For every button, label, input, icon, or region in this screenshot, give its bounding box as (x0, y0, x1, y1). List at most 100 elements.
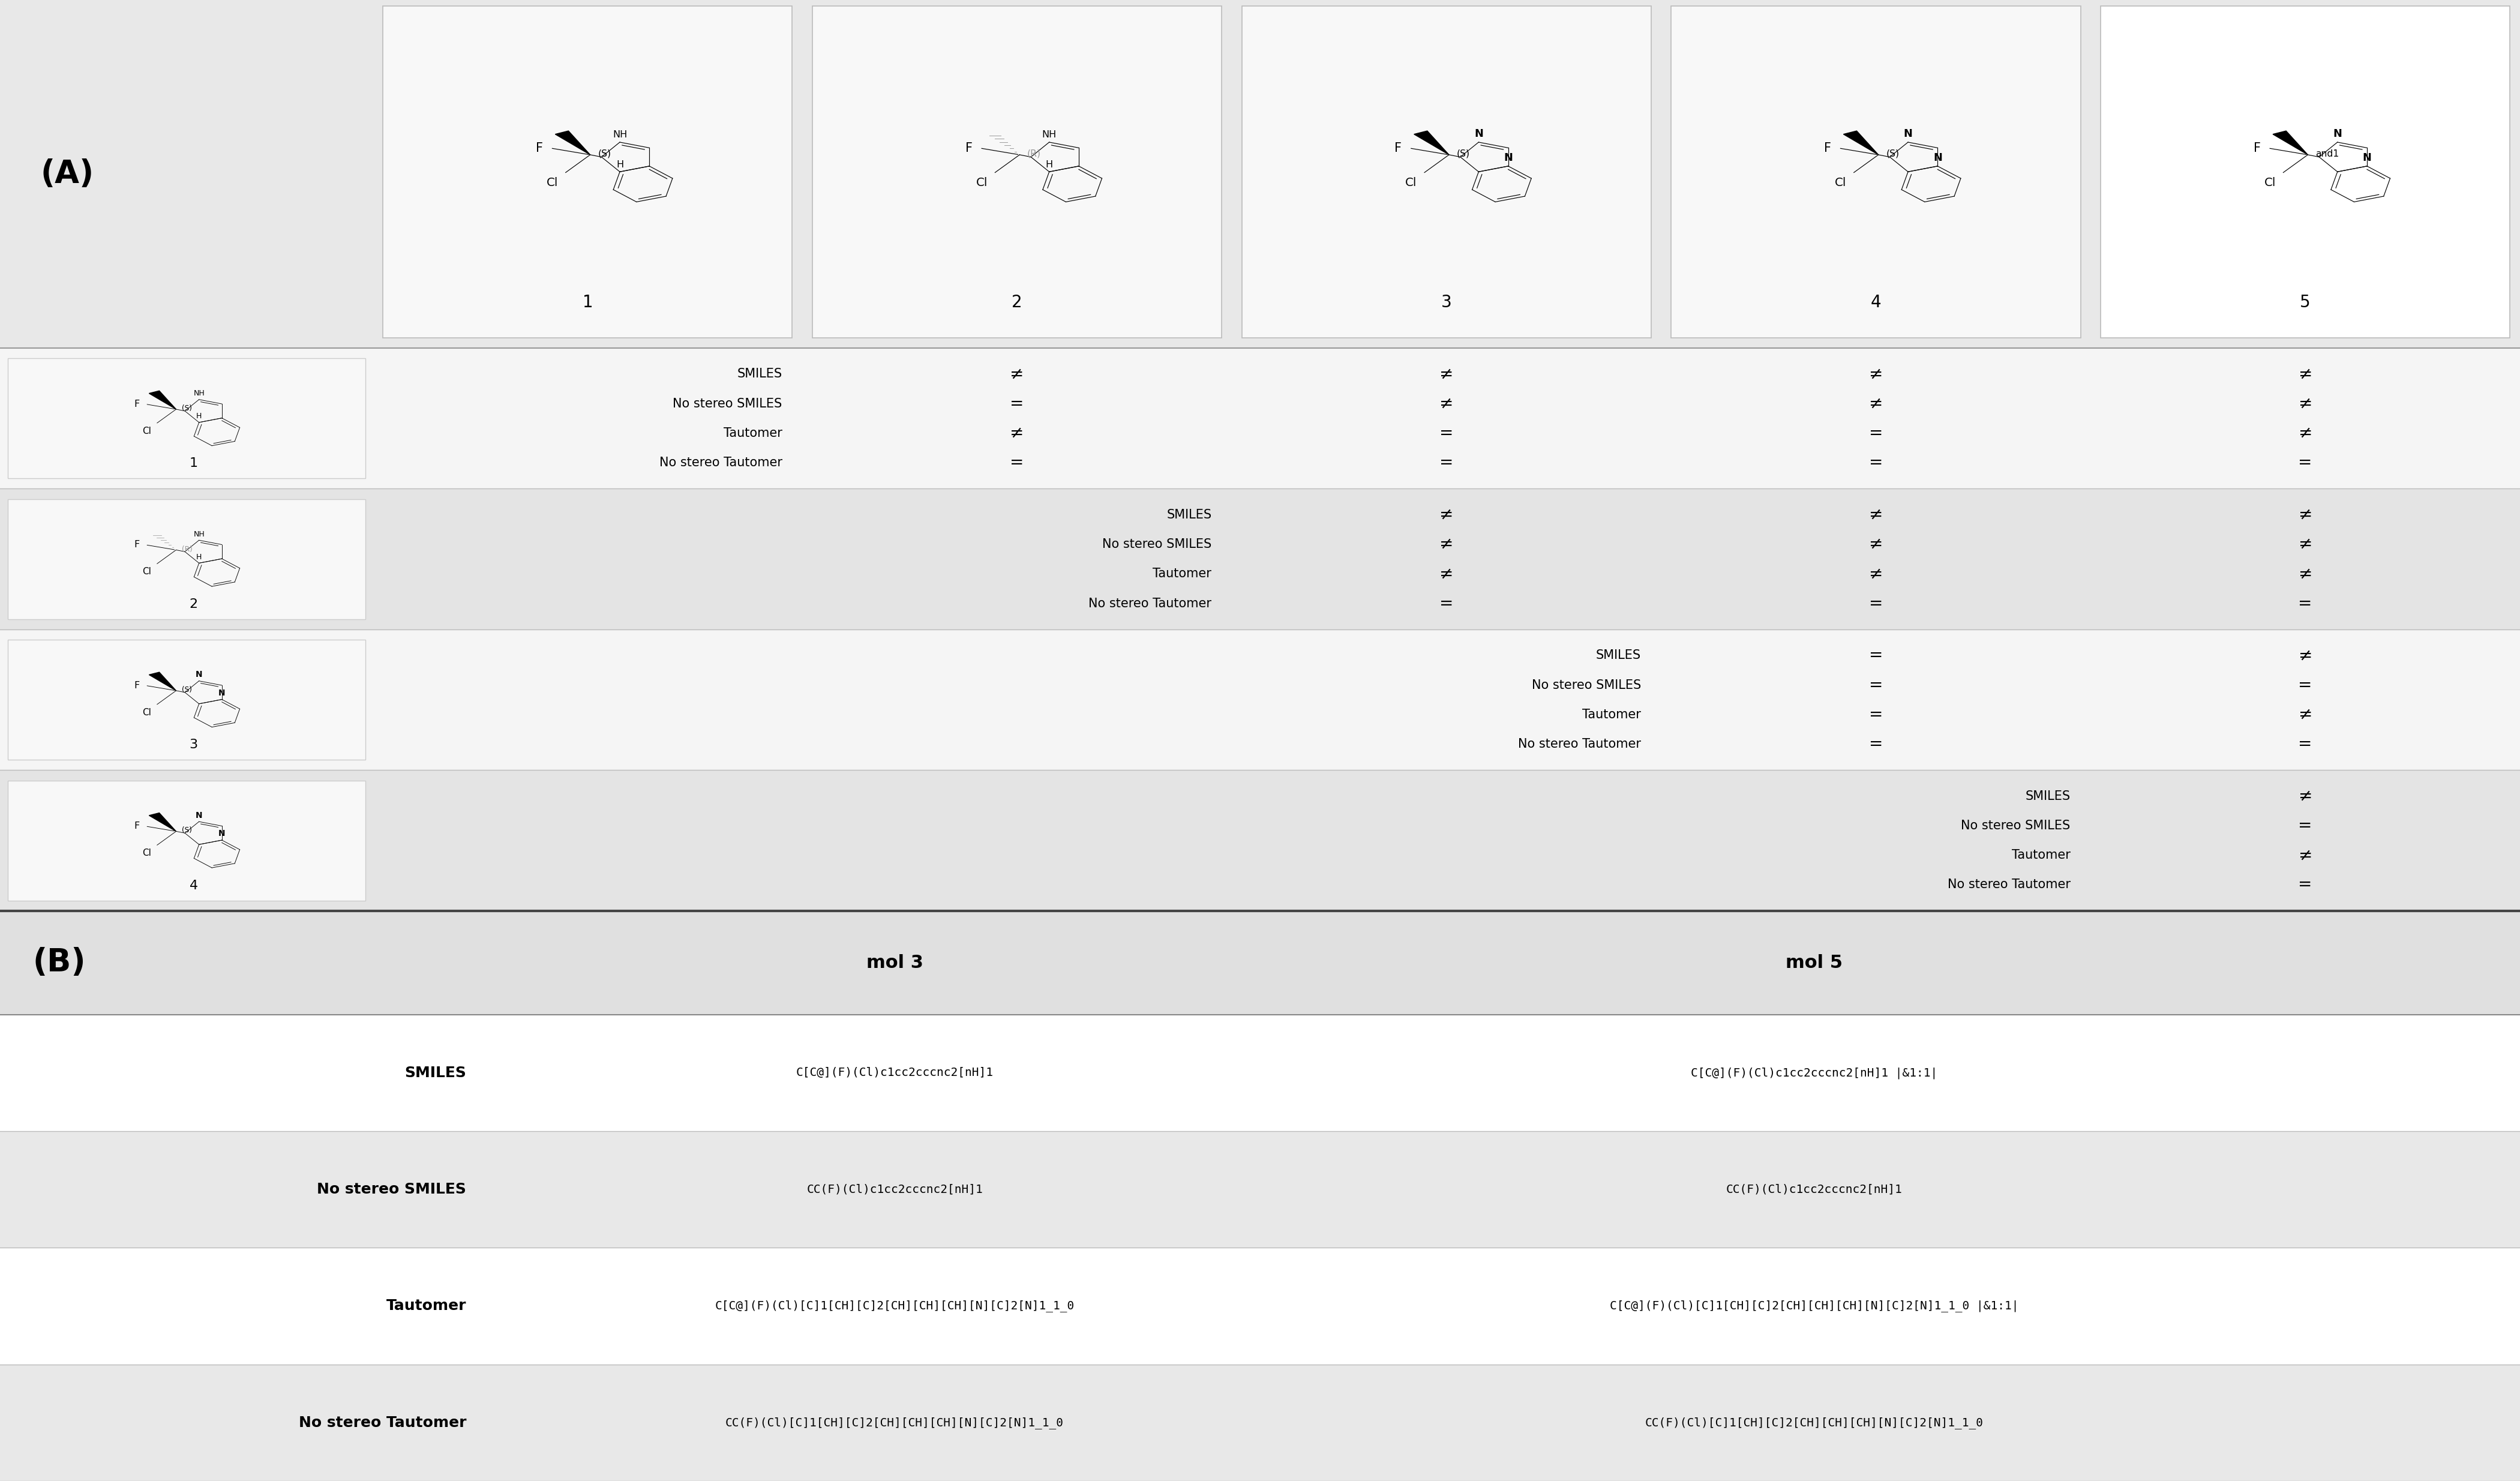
Polygon shape (149, 391, 176, 409)
Text: 2: 2 (1013, 295, 1023, 311)
Text: ≠: ≠ (2298, 536, 2313, 552)
Text: ≠: ≠ (1870, 507, 1882, 523)
Text: SMILES: SMILES (1167, 509, 1212, 521)
Text: =: = (2298, 877, 2313, 893)
Text: (S): (S) (181, 826, 192, 834)
Text: H: H (197, 554, 202, 561)
Bar (0, 1247, 2520, 1364)
Bar (0, 348, 2520, 489)
Polygon shape (554, 130, 590, 156)
Bar (2102, 6, 2510, 338)
Text: No stereo Tautomer: No stereo Tautomer (1089, 597, 1212, 609)
Bar (0, 911, 2520, 1014)
Text: =: = (1870, 706, 1882, 723)
Text: Cl: Cl (141, 567, 151, 576)
Text: No stereo Tautomer: No stereo Tautomer (1517, 738, 1641, 749)
Text: Tautomer: Tautomer (723, 427, 781, 440)
Text: 5: 5 (2301, 295, 2311, 311)
Text: 3: 3 (189, 739, 199, 751)
Text: CC(F)(Cl)[C]1[CH][C]2[CH][CH][CH][N][C]2[N]1_1_0: CC(F)(Cl)[C]1[CH][C]2[CH][CH][CH][N][C]2… (1646, 1417, 1983, 1429)
Bar (1242, 6, 1651, 338)
Text: C[C@](F)(Cl)c1cc2cccnc2[nH]1: C[C@](F)(Cl)c1cc2cccnc2[nH]1 (796, 1068, 993, 1078)
Text: 4: 4 (189, 880, 199, 892)
Text: No stereo SMILES: No stereo SMILES (318, 1182, 466, 1197)
Text: (R): (R) (181, 545, 192, 552)
Text: 3: 3 (1441, 295, 1452, 311)
Text: CC(F)(Cl)c1cc2cccnc2[nH]1: CC(F)(Cl)c1cc2cccnc2[nH]1 (806, 1183, 983, 1195)
Text: H: H (197, 413, 202, 421)
Text: mol 3: mol 3 (867, 954, 922, 972)
Text: (S): (S) (181, 686, 192, 693)
Text: F: F (134, 681, 139, 690)
Text: ≠: ≠ (2298, 366, 2313, 382)
Text: ≠: ≠ (1011, 366, 1023, 382)
Bar (8, 640, 365, 760)
Text: NH: NH (612, 130, 627, 139)
Text: Tautomer: Tautomer (386, 1299, 466, 1314)
Text: No stereo Tautomer: No stereo Tautomer (1948, 878, 2071, 890)
Text: ≠: ≠ (2298, 566, 2313, 582)
Text: ≠: ≠ (1011, 425, 1023, 441)
Bar (0, 770, 2520, 911)
Text: ≠: ≠ (2298, 706, 2313, 723)
Text: CC(F)(Cl)[C]1[CH][C]2[CH][CH][CH][N][C]2[N]1_1_0: CC(F)(Cl)[C]1[CH][C]2[CH][CH][CH][N][C]2… (726, 1417, 1063, 1429)
Text: F: F (537, 142, 542, 154)
Text: =: = (1870, 647, 1882, 663)
Text: ≠: ≠ (2298, 847, 2313, 863)
Text: N: N (1903, 129, 1913, 139)
Text: ≠: ≠ (1439, 536, 1454, 552)
Text: NH: NH (194, 530, 204, 538)
Polygon shape (149, 672, 176, 690)
Text: No stereo Tautomer: No stereo Tautomer (660, 456, 781, 468)
Text: F: F (965, 142, 973, 154)
Bar (8, 780, 365, 900)
Text: H: H (617, 160, 622, 169)
Text: =: = (1011, 395, 1023, 412)
Text: N: N (2364, 153, 2371, 163)
Text: C[C@](F)(Cl)[C]1[CH][C]2[CH][CH][CH][N][C]2[N]1_1_0 |&1:1|: C[C@](F)(Cl)[C]1[CH][C]2[CH][CH][CH][N][… (1610, 1300, 2019, 1312)
Bar (0, 1014, 2520, 1131)
Text: (S): (S) (1885, 150, 1900, 158)
Text: NH: NH (194, 390, 204, 397)
Text: N: N (219, 689, 224, 698)
Text: =: = (1439, 455, 1454, 471)
Text: F: F (134, 822, 139, 831)
Text: SMILES: SMILES (2026, 791, 2071, 803)
Bar (0, 629, 2520, 770)
Text: =: = (1870, 595, 1882, 612)
Text: 1: 1 (189, 458, 199, 469)
Text: SMILES: SMILES (738, 369, 781, 381)
Text: No stereo SMILES: No stereo SMILES (1961, 819, 2071, 832)
Text: ≠: ≠ (1870, 395, 1882, 412)
Text: Cl: Cl (2263, 178, 2276, 188)
Text: N: N (1933, 153, 1943, 163)
Text: F: F (2253, 142, 2260, 154)
Text: NH: NH (1041, 130, 1056, 139)
Polygon shape (1845, 130, 1877, 156)
Text: =: = (1439, 425, 1454, 441)
Bar (8, 499, 365, 619)
Text: (S): (S) (1457, 150, 1469, 158)
Text: (A): (A) (40, 158, 93, 190)
Text: ≠: ≠ (1870, 536, 1882, 552)
Text: H: H (1046, 160, 1053, 169)
Text: C[C@](F)(Cl)[C]1[CH][C]2[CH][CH][CH][N][C]2[N]1_1_0: C[C@](F)(Cl)[C]1[CH][C]2[CH][CH][CH][N][… (716, 1300, 1074, 1312)
Text: N: N (1474, 129, 1484, 139)
Text: ≠: ≠ (1870, 566, 1882, 582)
Text: Cl: Cl (141, 427, 151, 435)
Text: SMILES: SMILES (1595, 650, 1641, 662)
Text: ≠: ≠ (2298, 425, 2313, 441)
Bar (0, 0, 2520, 911)
Text: F: F (1394, 142, 1401, 154)
Bar (8, 358, 365, 478)
Bar (383, 6, 791, 338)
Text: Cl: Cl (141, 708, 151, 717)
Text: ≠: ≠ (1439, 566, 1454, 582)
Text: F: F (134, 400, 139, 409)
Text: N: N (197, 812, 202, 819)
Text: =: = (1870, 677, 1882, 693)
Polygon shape (2273, 130, 2308, 156)
Bar (0, 489, 2520, 629)
Text: F: F (134, 541, 139, 549)
Bar (0, 1364, 2520, 1481)
